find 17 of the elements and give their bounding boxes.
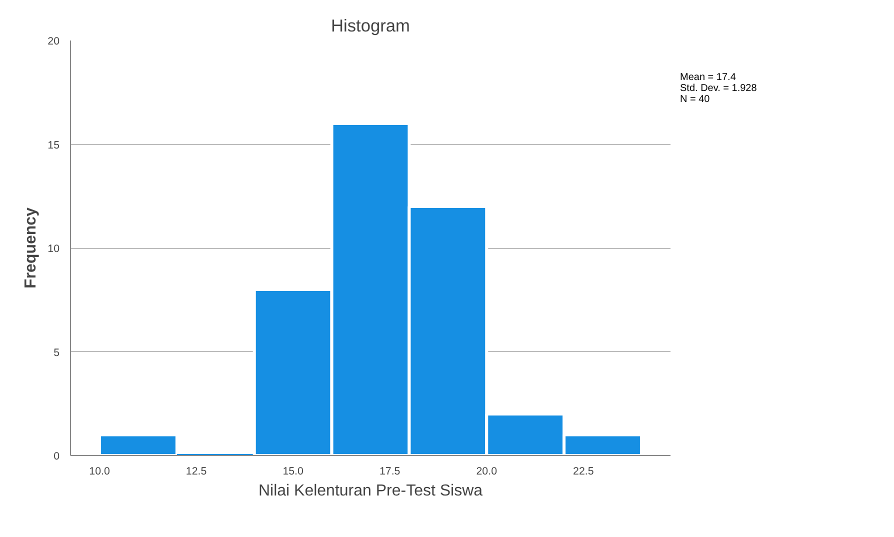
y-tick-label: 20 xyxy=(48,36,60,48)
text: N = 40 xyxy=(680,94,710,105)
y-tick-label: 0 xyxy=(54,450,60,462)
y-tick-label: 15 xyxy=(48,139,60,152)
x-tick-label: 12.5 xyxy=(186,466,207,478)
text: Std. Dev. = 1.928 xyxy=(680,83,757,94)
x-tick-label: 20.0 xyxy=(476,466,498,478)
y-tick-label: 5 xyxy=(54,346,60,359)
y-tick-label: 10 xyxy=(48,243,60,255)
x-axis-title: Nilai Kelenturan Pre-Test Siswa xyxy=(258,482,483,500)
x-tick-label: 15.0 xyxy=(282,466,304,478)
text: Mean = 17.4 xyxy=(680,72,736,83)
y-axis-title: Frequency xyxy=(22,207,40,288)
x-tick-label: 17.5 xyxy=(379,466,400,478)
x-tick-label: 10.0 xyxy=(89,466,110,478)
chart-title: Histogram xyxy=(331,16,410,36)
x-tick-label: 22.5 xyxy=(573,466,594,478)
